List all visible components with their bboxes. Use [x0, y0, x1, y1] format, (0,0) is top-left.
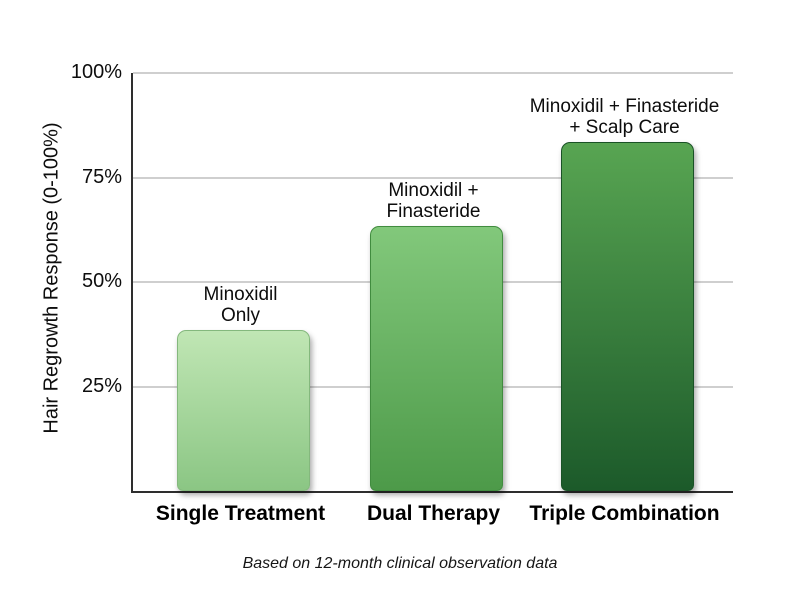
- x-category-label-2: Dual Therapy: [366, 502, 501, 525]
- bar-label-line: Only: [220, 305, 261, 327]
- gridline-75: [133, 176, 733, 179]
- bar-label-1: Minoxidil Only: [204, 284, 278, 326]
- x-category-label-3: Triple Combination: [529, 502, 720, 525]
- chart-caption: Based on 12-month clinical observation d…: [242, 555, 558, 572]
- bar-label-2: Minoxidil + Finasteride: [387, 180, 481, 222]
- bar-label-line: Minoxidil + Finasteride: [529, 96, 720, 118]
- gridline-100: [133, 72, 733, 74]
- bar-label-line: Finasteride: [386, 200, 481, 222]
- bar-label-line: + Scalp Care: [569, 117, 680, 139]
- bar-1: [177, 330, 310, 491]
- bar-label-3: Minoxidil + Finasteride + Scalp Care: [530, 96, 720, 138]
- y-tick-label-50: 50%: [81, 270, 122, 292]
- y-tick-label-75: 75%: [81, 165, 122, 188]
- plot-area: [131, 72, 733, 493]
- bar-label-line: Minoxidil +: [388, 179, 479, 201]
- bar-2: [370, 225, 503, 491]
- x-category-label-1: Single Treatment: [155, 502, 326, 525]
- y-tick-label-100: 100%: [70, 61, 122, 83]
- bar-label-line: Minoxidil: [203, 284, 278, 306]
- y-tick-label-25: 25%: [81, 374, 122, 397]
- bar-3: [561, 142, 694, 491]
